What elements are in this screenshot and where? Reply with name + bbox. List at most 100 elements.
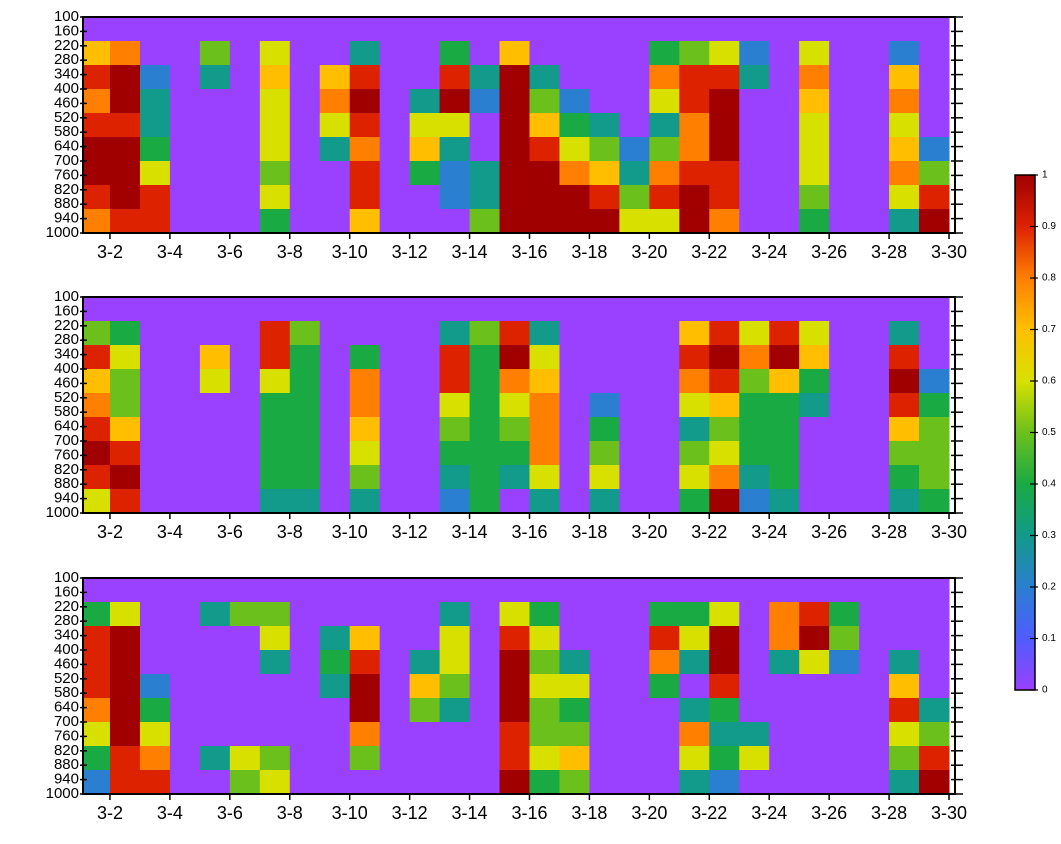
heatmap-cell: [139, 746, 171, 771]
heatmap-cell: [739, 489, 770, 513]
x-tick-label: 3-12: [392, 803, 428, 823]
heatmap-cell: [739, 770, 770, 794]
heatmap-cell: [169, 113, 201, 138]
heatmap-cell: [919, 578, 950, 603]
heatmap-cell: [709, 41, 740, 66]
heatmap-cell: [799, 161, 830, 186]
heatmap-cell: [199, 417, 231, 442]
heatmap-cell: [379, 65, 411, 90]
heatmap-cell: [409, 746, 441, 771]
heatmap-cell: [739, 185, 770, 210]
heatmap-cell: [709, 65, 740, 90]
heatmap-cell: [589, 345, 620, 370]
heatmap-cell: [559, 674, 590, 699]
heatmap-cell: [409, 698, 441, 723]
heatmap-cell: [589, 161, 620, 186]
heatmap-cell: [829, 722, 860, 747]
x-tick-label: 3-30: [931, 242, 967, 262]
heatmap-cell: [83, 465, 111, 490]
heatmap-cell: [439, 674, 471, 699]
heatmap-cell: [499, 698, 530, 723]
heatmap-cell: [409, 393, 441, 418]
heatmap-cell: [529, 17, 560, 42]
heatmap-cell: [109, 441, 141, 466]
heatmap-cell: [379, 369, 411, 394]
heatmap-cell: [589, 113, 620, 138]
y-tick-label: 220: [54, 317, 79, 334]
heatmap-cell: [469, 698, 501, 723]
heatmap-cell: [649, 674, 680, 699]
heatmap-cell: [649, 746, 680, 771]
plot-frame: [82, 16, 956, 234]
heatmap-cell: [409, 161, 441, 186]
heatmap-cell: [319, 393, 351, 418]
heatmap-cell: [529, 441, 560, 466]
heatmap-cell: [199, 770, 231, 794]
heatmap-cell: [409, 441, 441, 466]
heatmap-cell: [199, 137, 231, 162]
heatmap-cell: [139, 345, 171, 370]
heatmap-cell: [409, 41, 441, 66]
heatmap-cell: [859, 113, 890, 138]
heatmap-cell: [559, 113, 590, 138]
y-tick-label: 940: [54, 771, 79, 788]
heatmap-cell: [259, 297, 291, 322]
heatmap-cell: [619, 113, 650, 138]
heatmap-cell: [319, 89, 351, 114]
heatmap-cell: [859, 578, 890, 603]
heatmap-cell: [289, 602, 321, 627]
heatmap-cell: [169, 674, 201, 699]
heatmap-cell: [799, 321, 830, 346]
heatmap-cell: [289, 650, 321, 675]
heatmap-cell: [409, 489, 441, 513]
heatmap-cell: [889, 161, 920, 186]
heatmap-cell: [769, 185, 800, 210]
heatmap: [83, 578, 950, 794]
heatmap-cell: [649, 489, 680, 513]
heatmap-cell: [83, 41, 111, 66]
y-tick-label: 880: [54, 475, 79, 492]
heatmap-cell: [259, 489, 291, 513]
heatmap-cell: [499, 674, 530, 699]
heatmap-cell: [529, 321, 560, 346]
heatmap-cell: [349, 698, 381, 723]
heatmap-cell: [889, 465, 920, 490]
heatmap-cell: [889, 321, 920, 346]
heatmap-cell: [559, 698, 590, 723]
heatmap-cell: [199, 161, 231, 186]
heatmap-cell: [589, 89, 620, 114]
heatmap-cell: [169, 650, 201, 675]
heatmap-cell: [439, 746, 471, 771]
heatmap-cell: [139, 770, 171, 794]
heatmap-cell: [649, 722, 680, 747]
heatmap-cell: [739, 722, 770, 747]
heatmap-cell: [739, 209, 770, 233]
heatmap-cell: [799, 185, 830, 210]
heatmap-cell: [259, 698, 291, 723]
heatmap-cell: [439, 393, 471, 418]
heatmap-cell: [709, 369, 740, 394]
heatmap-cell: [439, 650, 471, 675]
heatmap-cell: [349, 137, 381, 162]
heatmap-cell: [439, 578, 471, 603]
heatmap-cell: [889, 113, 920, 138]
heatmap-cell: [469, 602, 501, 627]
heatmap-cell: [259, 626, 291, 651]
heatmap-cell: [139, 722, 171, 747]
heatmap-cell: [349, 321, 381, 346]
heatmap-cell: [739, 161, 770, 186]
heatmap-cell: [83, 185, 111, 210]
heatmap-cell: [199, 297, 231, 322]
heatmap-cell: [559, 321, 590, 346]
heatmap-cell: [469, 161, 501, 186]
heatmap-cell: [739, 674, 770, 699]
heatmap-cell: [439, 345, 471, 370]
heatmap-cell: [739, 297, 770, 322]
heatmap-cell: [349, 441, 381, 466]
heatmap-cell: [169, 185, 201, 210]
heatmap-cell: [469, 137, 501, 162]
heatmap-cell: [499, 770, 530, 794]
heatmap-cell: [619, 321, 650, 346]
heatmap-cell: [499, 722, 530, 747]
heatmap-cell: [439, 209, 471, 233]
